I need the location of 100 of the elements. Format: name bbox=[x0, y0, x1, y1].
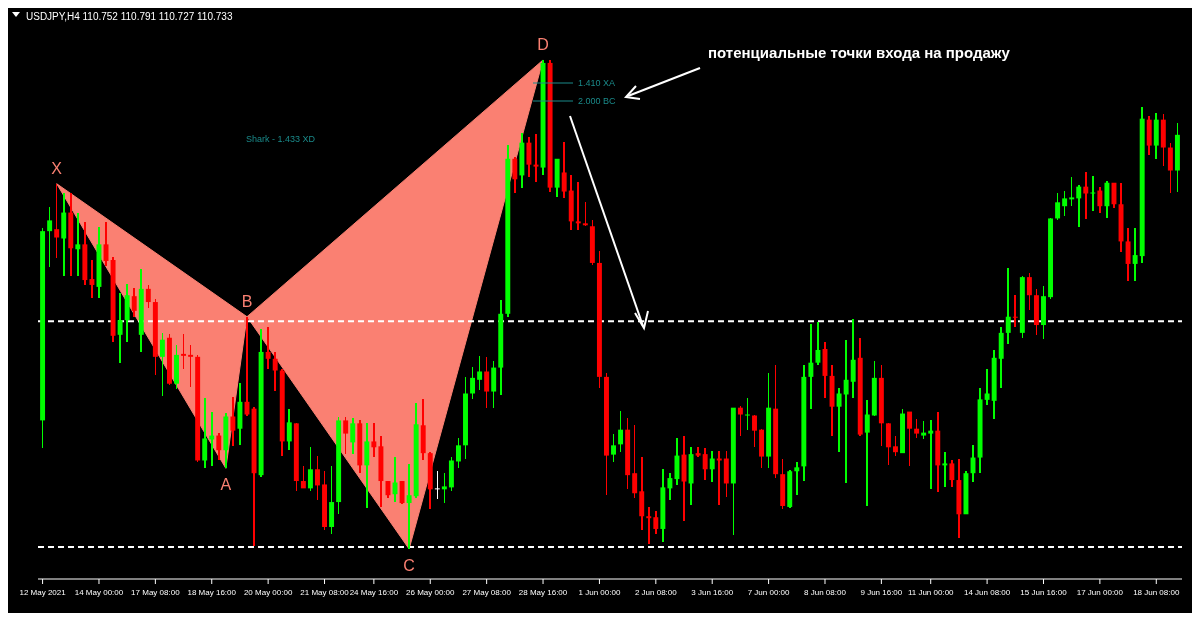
candlestick bbox=[850, 318, 856, 400]
candlestick bbox=[286, 407, 292, 452]
candlestick bbox=[343, 416, 349, 455]
candlestick bbox=[159, 332, 165, 398]
annotation: B bbox=[241, 292, 253, 310]
candlestick bbox=[653, 510, 659, 535]
candlestick bbox=[885, 422, 891, 467]
candlestick bbox=[864, 399, 870, 507]
candlestick bbox=[145, 284, 151, 309]
x-tick-label: 17 Jun 00:00 bbox=[1076, 588, 1124, 597]
candlestick bbox=[1012, 294, 1018, 328]
candlestick bbox=[618, 409, 624, 453]
candlestick bbox=[794, 461, 800, 497]
candlestick bbox=[470, 365, 476, 401]
candlestick bbox=[265, 326, 271, 370]
candlestick bbox=[942, 451, 948, 489]
x-tick-label: 1 Jun 00:00 bbox=[578, 588, 621, 597]
candlestick bbox=[695, 446, 701, 458]
x-tick-label: 11 Jun 00:00 bbox=[907, 588, 955, 597]
candlestick bbox=[188, 343, 194, 388]
candlestick bbox=[371, 422, 377, 458]
candlestick bbox=[667, 472, 673, 501]
candlestick bbox=[836, 386, 842, 453]
candlestick bbox=[272, 351, 278, 392]
candlestick bbox=[477, 355, 483, 391]
candlestick bbox=[752, 413, 757, 449]
candlestick bbox=[674, 436, 680, 487]
candlestick bbox=[1005, 267, 1011, 345]
chart-title: USDJPY,H4 110.752 110.791 110.727 110.733 bbox=[26, 11, 233, 22]
x-tick-label: 27 May 08:00 bbox=[462, 588, 512, 597]
candlestick bbox=[582, 201, 588, 228]
candlestick bbox=[47, 206, 53, 269]
candlestick bbox=[89, 259, 95, 299]
x-tick-label: 28 May 16:00 bbox=[518, 588, 568, 597]
candlestick bbox=[1062, 189, 1068, 217]
x-tick-label: 26 May 00:00 bbox=[406, 588, 456, 597]
candlestick bbox=[611, 432, 616, 464]
candlestick bbox=[181, 333, 187, 370]
candlestick bbox=[561, 140, 567, 200]
candlestick bbox=[1104, 180, 1110, 220]
candlestick bbox=[307, 446, 313, 493]
candlestick bbox=[928, 419, 934, 491]
candlestick bbox=[526, 135, 532, 179]
annotation: 2.000 BC bbox=[578, 96, 617, 106]
x-tick-label: 2 Jun 08:00 bbox=[634, 588, 678, 597]
x-tick-label: 8 Jun 08:00 bbox=[804, 588, 847, 597]
candlestick bbox=[399, 480, 405, 505]
candlestick bbox=[1076, 183, 1082, 229]
x-tick-label: 18 Jun 08:00 bbox=[1133, 588, 1180, 597]
x-tick-label: 7 Jun 00:00 bbox=[747, 588, 791, 597]
candlestick bbox=[441, 472, 447, 504]
candlestick bbox=[843, 338, 849, 485]
candlestick bbox=[1055, 192, 1061, 222]
candlestick bbox=[646, 506, 652, 545]
candlestick bbox=[1125, 227, 1131, 282]
candlestick bbox=[315, 454, 320, 501]
candlestick bbox=[1097, 185, 1103, 214]
x-tick-label: 18 May 16:00 bbox=[187, 588, 237, 597]
candlestick bbox=[54, 182, 60, 259]
candlestick bbox=[131, 287, 137, 318]
candlestick bbox=[75, 211, 81, 277]
x-tick-label: 17 May 08:00 bbox=[131, 588, 181, 597]
candlestick bbox=[1167, 141, 1173, 195]
annotation: D bbox=[537, 36, 549, 53]
candlestick bbox=[907, 410, 913, 468]
candlestick bbox=[512, 156, 518, 195]
x-tick-label: 12 May 2021 bbox=[19, 588, 67, 597]
x-tick-label: 14 May 00:00 bbox=[74, 588, 124, 597]
candlestick bbox=[491, 359, 497, 409]
x-tick-label: 24 May 16:00 bbox=[349, 588, 399, 597]
candlestick bbox=[117, 292, 123, 364]
candlestick bbox=[893, 434, 898, 457]
candlestick bbox=[921, 420, 927, 441]
candlestick bbox=[702, 447, 708, 481]
x-tick-label: 3 Jun 16:00 bbox=[691, 588, 734, 597]
candlestick bbox=[434, 470, 440, 500]
candlestick bbox=[808, 323, 814, 410]
annotation: X bbox=[51, 159, 63, 177]
candlestick bbox=[1026, 272, 1032, 311]
candlestick bbox=[484, 356, 490, 409]
candlestick bbox=[1090, 175, 1096, 212]
candlestick bbox=[350, 417, 356, 455]
candlestick bbox=[230, 396, 236, 448]
candlestick bbox=[709, 450, 715, 483]
x-tick-label: 20 May 00:00 bbox=[243, 588, 293, 597]
candlestick bbox=[737, 404, 743, 437]
candlestick bbox=[914, 418, 920, 439]
x-tick-label: 21 May 08:00 bbox=[300, 588, 350, 597]
annotation: потенциальные точки входа на продажу bbox=[708, 44, 1011, 61]
annotation: A bbox=[220, 476, 232, 494]
candlestick bbox=[1132, 227, 1138, 282]
annotation: C bbox=[403, 557, 415, 574]
candlestick bbox=[815, 321, 821, 366]
candlestick bbox=[455, 437, 461, 470]
candlestick bbox=[632, 424, 638, 499]
x-tick-label: 9 Jun 16:00 bbox=[860, 588, 903, 597]
candlestick bbox=[202, 397, 208, 470]
annotation: Shark - 1.433 XD bbox=[246, 134, 316, 144]
x-tick-label: 15 Jun 16:00 bbox=[1020, 588, 1068, 597]
candlestick bbox=[216, 431, 222, 462]
